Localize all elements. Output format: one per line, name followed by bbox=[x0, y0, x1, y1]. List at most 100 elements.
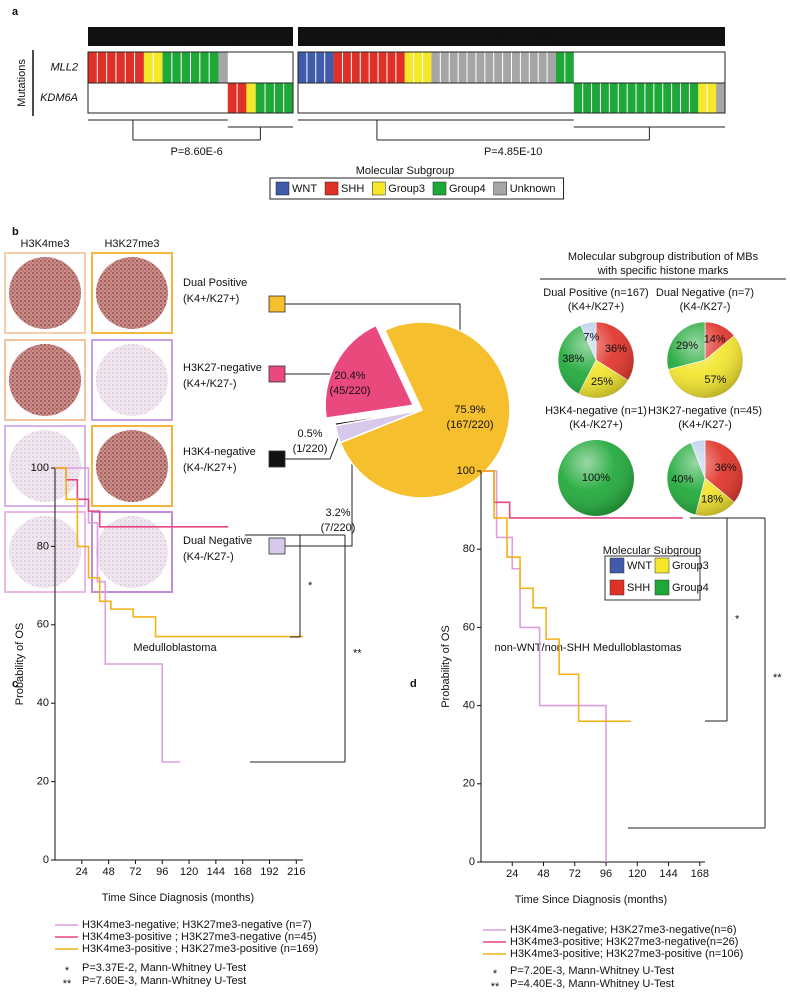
legend-label: WNT bbox=[292, 183, 317, 195]
y-tick-label: 0 bbox=[43, 854, 49, 866]
p-value: P=8.60E-6 bbox=[171, 146, 223, 158]
tissue-core bbox=[9, 516, 81, 588]
x-tick-label: 72 bbox=[129, 866, 141, 878]
bracket-symbol: ** bbox=[773, 672, 782, 684]
category-note: (K4-/K27-) bbox=[183, 551, 234, 563]
category-note: (K4-/K27+) bbox=[183, 462, 237, 474]
legend-label: SHH bbox=[341, 183, 364, 195]
x-tick-label: 144 bbox=[207, 866, 225, 878]
y-tick-label: 80 bbox=[37, 540, 49, 552]
legend-label: H3K4me3-positive ; H3K27me3-negative (n=… bbox=[82, 931, 317, 943]
pie-subtitle: (K4-/K27-) bbox=[680, 301, 731, 313]
x-tick-label: 120 bbox=[628, 868, 646, 880]
count-label: (7/220) bbox=[321, 522, 356, 534]
category-note: (K4+/K27+) bbox=[183, 293, 239, 305]
legend-label: H3K4me3-negative; H3K27me3-negative(n=6) bbox=[510, 924, 737, 936]
legend-label: Group4 bbox=[672, 582, 709, 594]
legend-swatch bbox=[268, 537, 286, 555]
legend-swatch bbox=[268, 295, 286, 313]
count-label: (1/220) bbox=[293, 443, 328, 455]
count-label: (45/220) bbox=[330, 385, 371, 397]
image-header: H3K27me3 bbox=[104, 238, 159, 250]
bracket-symbol: ** bbox=[353, 647, 362, 659]
chart-title: Medulloblastoma bbox=[133, 642, 217, 654]
y-tick-label: 60 bbox=[37, 619, 49, 631]
legend-label: H3K4me3-positive; H3K27me3-negative(n=26… bbox=[510, 936, 738, 948]
x-axis-label: Time Since Diagnosis (months) bbox=[515, 894, 667, 906]
bracket-symbol: * bbox=[308, 580, 313, 592]
chart-title: non-WNT/non-SHH Medulloblastomas bbox=[494, 642, 682, 654]
value-label: 100% bbox=[582, 472, 610, 484]
x-axis-label: Time Since Diagnosis (months) bbox=[102, 892, 254, 904]
x-tick-label: 144 bbox=[659, 868, 677, 880]
legend-swatch bbox=[268, 450, 286, 468]
pie-slice bbox=[334, 409, 423, 444]
legend-box bbox=[269, 177, 565, 200]
x-tick-label: 24 bbox=[506, 868, 518, 880]
mutation-cell bbox=[404, 52, 432, 83]
y-tick-label: 20 bbox=[37, 776, 49, 788]
panel-label: b bbox=[12, 226, 19, 238]
pie-slice bbox=[324, 324, 415, 420]
panel-label: d bbox=[410, 678, 417, 690]
y-axis-label: Probability of OS bbox=[440, 625, 452, 708]
legend-box bbox=[604, 555, 701, 601]
legend-swatch bbox=[268, 365, 286, 383]
value-label: 7% bbox=[583, 332, 599, 344]
x-tick-label: 72 bbox=[569, 868, 581, 880]
legend-label: Group3 bbox=[388, 183, 425, 195]
x-tick-label: 168 bbox=[691, 868, 709, 880]
value-label: 29% bbox=[676, 340, 698, 352]
legend-swatch bbox=[372, 181, 386, 196]
connector-line bbox=[285, 440, 353, 547]
y-tick-label: 100 bbox=[31, 462, 49, 474]
cohort-header bbox=[88, 27, 293, 46]
cohort-title: Validation (n=398) bbox=[467, 31, 556, 43]
bracket-symbol: * bbox=[735, 613, 740, 625]
count-label: (167/220) bbox=[446, 419, 493, 431]
footnote-symbol: * bbox=[65, 965, 70, 977]
pie-subtitle: (K4-/K27+) bbox=[569, 419, 623, 431]
x-tick-label: 192 bbox=[260, 866, 278, 878]
value-label: 0.5% bbox=[297, 428, 322, 440]
category-label: H3K27-negative bbox=[183, 362, 262, 374]
y-tick-label: 40 bbox=[37, 697, 49, 709]
tissue-core bbox=[96, 430, 168, 502]
mutation-cell bbox=[246, 83, 256, 113]
legend-label: Group4 bbox=[449, 183, 486, 195]
tissue-core bbox=[96, 516, 168, 588]
value-label: 14% bbox=[704, 333, 726, 345]
category-label: Dual Negative bbox=[183, 535, 252, 547]
survival-curve bbox=[55, 467, 303, 638]
x-tick-label: 216 bbox=[287, 866, 305, 878]
row-label: MLL2 bbox=[50, 61, 78, 73]
y-tick-label: 0 bbox=[469, 856, 475, 868]
legend-label: H3K4me3-positive; H3K27me3-positive (n=1… bbox=[510, 948, 743, 960]
y-tick-label: 20 bbox=[463, 778, 475, 790]
y-tick-label: 80 bbox=[463, 543, 475, 555]
x-tick-label: 48 bbox=[102, 866, 114, 878]
legend-label: H3K4me3-positive ; H3K27me3-positive (n=… bbox=[82, 943, 318, 955]
x-tick-label: 48 bbox=[537, 868, 549, 880]
row-outline bbox=[87, 82, 294, 114]
x-tick-label: 96 bbox=[600, 868, 612, 880]
row-group-label: Mutations bbox=[16, 59, 28, 107]
legend-label: Group3 bbox=[672, 560, 709, 572]
footnote-symbol: * bbox=[493, 968, 498, 980]
value-label: 18% bbox=[701, 494, 723, 506]
cohort-header bbox=[298, 27, 725, 46]
value-label: 38% bbox=[562, 353, 584, 365]
image-header: H3K4me3 bbox=[21, 238, 70, 250]
x-tick-label: 120 bbox=[180, 866, 198, 878]
x-tick-label: 168 bbox=[233, 866, 251, 878]
y-axis-label: Probability of OS bbox=[14, 623, 26, 706]
pie-gloss bbox=[558, 440, 634, 516]
tissue-core bbox=[96, 344, 168, 416]
pie-gloss bbox=[558, 322, 634, 398]
pie-subtitle: (K4+/K27-) bbox=[678, 419, 732, 431]
tissue-core bbox=[9, 257, 81, 329]
footnote-symbol: ** bbox=[63, 978, 72, 990]
value-label: 36% bbox=[715, 462, 737, 474]
survival-curve bbox=[481, 470, 631, 723]
